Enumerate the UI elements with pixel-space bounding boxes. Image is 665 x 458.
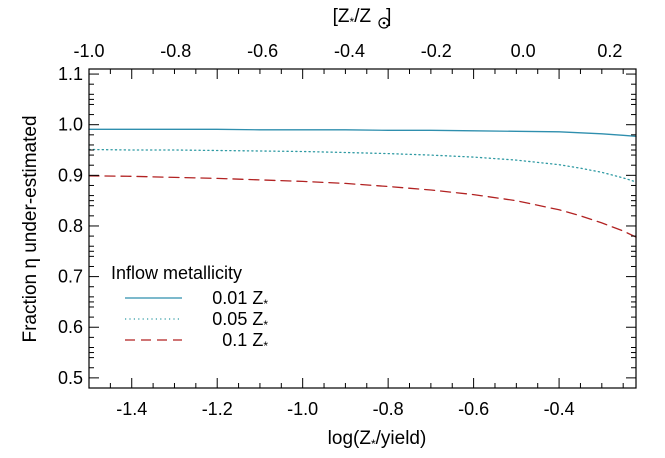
sun-symbol-icon <box>378 17 390 29</box>
y-tick-label: 1.0 <box>58 115 83 135</box>
legend-label: 0.05 Z* <box>212 309 268 332</box>
legend-label: 0.1 Z* <box>222 330 268 353</box>
top-tick-label: -0.8 <box>160 41 191 61</box>
y-tick-label: 0.6 <box>58 317 83 337</box>
top-tick-label: -0.6 <box>247 41 278 61</box>
svg-text:[Z*/Z]: [Z*/Z] <box>333 6 392 29</box>
top-tick-label: -1.0 <box>73 41 104 61</box>
series-line-1 <box>88 128 637 137</box>
legend-entries: 0.01 Z*0.05 Z*0.1 Z* <box>125 288 268 353</box>
x-tick-label: -1.2 <box>202 399 233 419</box>
legend-entry-1: 0.01 Z* <box>125 288 268 311</box>
top-tick-label: -0.4 <box>334 41 365 61</box>
x-tick-label: -0.8 <box>373 399 404 419</box>
top-axis: -1.0 -0.8 -0.6 -0.4 -0.2 0.0 0.2 <box>73 41 622 61</box>
x-axis-title: log(Z*/yield) <box>328 428 427 451</box>
legend: Inflow metallicity 0.01 Z*0.05 Z*0.1 Z* <box>111 263 268 353</box>
series-layer <box>88 128 637 238</box>
legend-title: Inflow metallicity <box>111 263 242 283</box>
y-axis-title: Fraction η under-estimated <box>20 115 41 342</box>
series-line-2 <box>88 148 637 183</box>
y-tick-label: 0.7 <box>58 267 83 287</box>
x-tick-label: -0.4 <box>544 399 575 419</box>
x-tick-label: -0.6 <box>458 399 489 419</box>
plot-frame <box>88 68 637 389</box>
left-axis: 0.5 0.6 0.7 0.8 0.9 1.0 1.1 <box>58 64 636 389</box>
top-tick-label: -0.2 <box>421 41 452 61</box>
x-tick-label: -1.4 <box>116 399 147 419</box>
y-tick-label: 1.1 <box>58 64 83 84</box>
series-line-3 <box>88 175 637 238</box>
top-tick-label: 0.2 <box>597 41 622 61</box>
top-axis-title: [Z*/Z] <box>333 6 392 29</box>
y-tick-label: 0.8 <box>58 216 83 236</box>
y-tick-label: 0.5 <box>58 368 83 388</box>
top-tick-label: 0.0 <box>511 41 536 61</box>
legend-entry-2: 0.05 Z* <box>125 309 268 332</box>
legend-entry-3: 0.1 Z* <box>125 330 268 353</box>
y-tick-label: 0.9 <box>58 165 83 185</box>
x-tick-label: -1.0 <box>287 399 318 419</box>
legend-label: 0.01 Z* <box>212 288 268 311</box>
bottom-axis: -1.4 -1.2 -1.0 -0.8 -0.6 -0.4 <box>88 69 624 419</box>
